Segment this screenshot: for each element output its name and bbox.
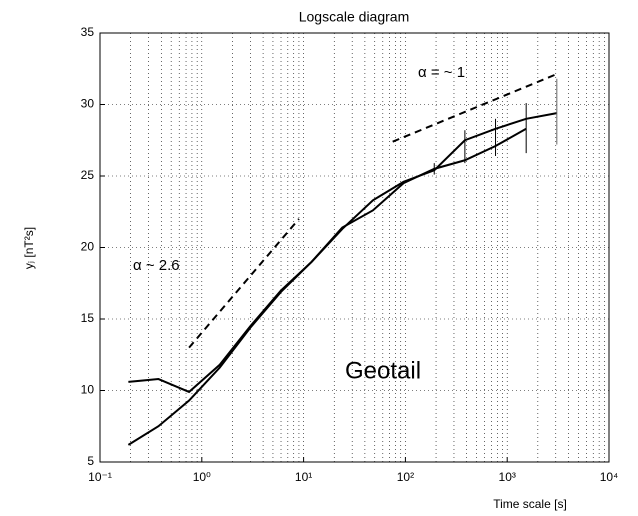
y-tick-label: 15 bbox=[81, 311, 95, 325]
y-tick-label: 25 bbox=[81, 168, 95, 182]
x-tick-label: 10⁻¹ bbox=[88, 470, 112, 484]
annotation: α = ~ 1 bbox=[418, 64, 465, 81]
x-tick-label: 10⁰ bbox=[193, 470, 211, 484]
x-tick-label: 10¹ bbox=[295, 470, 312, 484]
x-tick-label: 10⁴ bbox=[600, 470, 619, 484]
y-tick-label: 30 bbox=[81, 97, 95, 111]
y-tick-label: 10 bbox=[81, 383, 95, 397]
y-tick-label: 35 bbox=[81, 25, 95, 39]
annotation: Geotail bbox=[345, 357, 421, 384]
chart-title: Logscale diagram bbox=[299, 9, 410, 25]
y-tick-label: 5 bbox=[87, 454, 94, 468]
reference-line bbox=[392, 73, 557, 143]
x-tick-label: 10³ bbox=[499, 470, 516, 484]
y-axis-label: yⱼ [nT²s] bbox=[22, 227, 36, 269]
reference-line bbox=[188, 218, 300, 349]
x-axis-label: Time scale [s] bbox=[493, 497, 567, 511]
data-line bbox=[127, 127, 527, 446]
x-tick-label: 10² bbox=[397, 470, 414, 484]
y-tick-label: 20 bbox=[81, 240, 95, 254]
annotation: α ~ 2.6 bbox=[133, 257, 180, 274]
plot-frame bbox=[99, 32, 610, 463]
